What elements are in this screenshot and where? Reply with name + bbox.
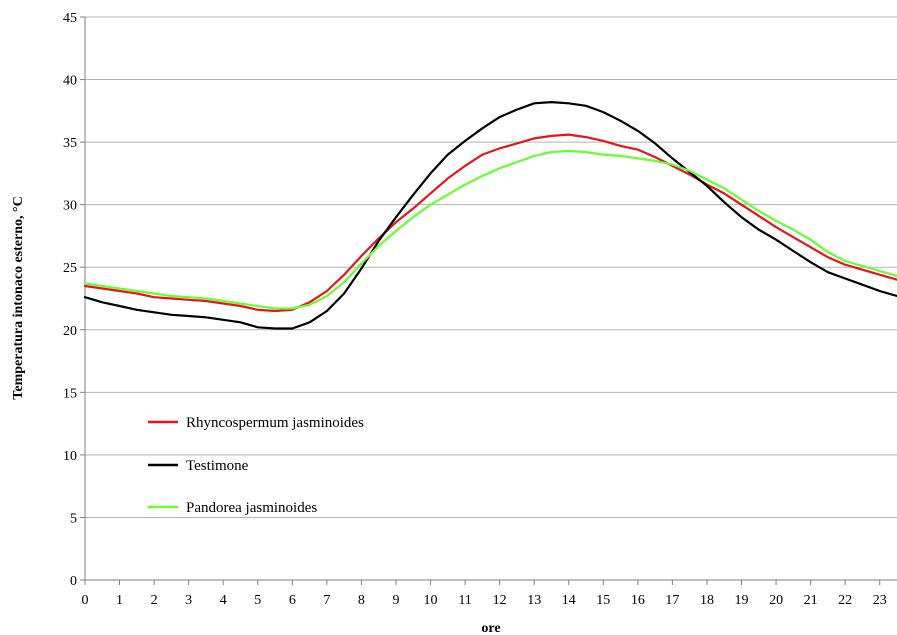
y-tick-label: 25 bbox=[63, 261, 77, 276]
x-tick-label: 17 bbox=[665, 593, 679, 608]
x-tick-label: 14 bbox=[562, 593, 576, 608]
x-tick-label: 7 bbox=[323, 593, 330, 608]
series-line-1 bbox=[83, 133, 897, 313]
x-tick-label: 4 bbox=[220, 593, 227, 608]
x-tick-label: 16 bbox=[631, 593, 645, 608]
x-axis-title: ore bbox=[481, 621, 500, 635]
y-tick-label: 10 bbox=[63, 449, 77, 464]
legend-label: Pandorea jasminoides bbox=[186, 500, 317, 516]
y-tick-label: 30 bbox=[63, 199, 77, 214]
x-tick-label: 12 bbox=[493, 593, 507, 608]
x-tick-label: 8 bbox=[358, 593, 365, 608]
x-tick-label: 18 bbox=[700, 593, 714, 608]
y-tick-label: 40 bbox=[63, 74, 77, 89]
x-tick-label: 9 bbox=[392, 593, 399, 608]
x-tick-label: 20 bbox=[769, 593, 783, 608]
x-tick-label: 5 bbox=[254, 593, 261, 608]
gridlines bbox=[85, 16, 897, 518]
x-tick-label: 23 bbox=[873, 593, 887, 608]
x-tick-label: 0 bbox=[82, 593, 89, 608]
y-tick-label: 5 bbox=[70, 511, 77, 526]
x-tick-label: 15 bbox=[596, 593, 610, 608]
y-axis-title: Temperatura intonaco esterno, °C bbox=[11, 196, 26, 399]
y-tick-label: 0 bbox=[70, 574, 77, 589]
legend-label: Rhyncospermum jasminoides bbox=[186, 415, 364, 431]
y-tick-label: 15 bbox=[63, 386, 77, 401]
x-tick-label: 19 bbox=[735, 593, 749, 608]
x-tick-label: 1 bbox=[116, 593, 123, 608]
series-line-2 bbox=[83, 100, 897, 330]
x-tick-label: 3 bbox=[185, 593, 192, 608]
x-tick-label: 13 bbox=[527, 593, 541, 608]
x-tick-label: 22 bbox=[838, 593, 852, 608]
y-tick-label: 20 bbox=[63, 324, 77, 339]
series-lines bbox=[83, 100, 897, 330]
series-line-3 bbox=[83, 149, 897, 310]
x-tick-label: 2 bbox=[151, 593, 158, 608]
x-tick-label: 21 bbox=[804, 593, 818, 608]
x-tick-label: 10 bbox=[424, 593, 438, 608]
legend-label: Testimone bbox=[186, 458, 249, 474]
y-tick-label: 35 bbox=[63, 136, 77, 151]
x-tick-label: 6 bbox=[289, 593, 296, 608]
x-tick-label: 11 bbox=[458, 593, 471, 608]
y-tick-label: 45 bbox=[63, 11, 77, 26]
legend: Rhyncospermum jasminoides Testimone Pandor… bbox=[148, 415, 364, 516]
